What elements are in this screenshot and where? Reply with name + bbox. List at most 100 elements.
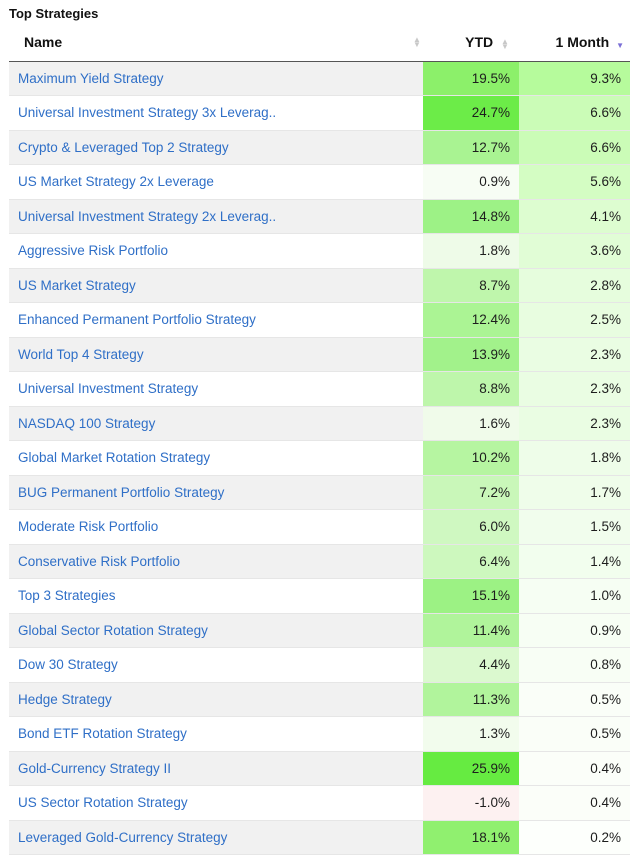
strategy-name-cell: Universal Investment Strategy 3x Leverag… xyxy=(9,95,423,131)
table-row: US Sector Rotation Strategy -1.0% 0.4% xyxy=(9,785,630,821)
one-month-value: 2.5% xyxy=(519,302,630,338)
strategy-link[interactable]: Conservative Risk Portfolio xyxy=(18,553,181,569)
table-row: Universal Investment Strategy 8.8% 2.3% xyxy=(9,371,630,407)
table-row: Universal Investment Strategy 3x Leverag… xyxy=(9,95,630,131)
strategy-name-cell: Conservative Risk Portfolio xyxy=(9,544,423,579)
column-header-ytd[interactable]: YTD ▲ ▼ xyxy=(423,24,519,62)
ytd-value: 15.1% xyxy=(423,578,519,614)
one-month-value: 1.8% xyxy=(519,440,630,476)
one-month-value: 6.6% xyxy=(519,130,630,165)
ytd-value: 11.4% xyxy=(423,613,519,648)
table-row: World Top 4 Strategy 13.9% 2.3% xyxy=(9,337,630,372)
strategy-link[interactable]: Aggressive Risk Portfolio xyxy=(18,243,169,259)
one-month-value: 6.6% xyxy=(519,95,630,131)
ytd-value: 11.3% xyxy=(423,682,519,717)
one-month-value: 0.8% xyxy=(519,647,630,683)
ytd-value: 7.2% xyxy=(423,475,519,510)
strategy-link[interactable]: Moderate Risk Portfolio xyxy=(18,519,159,535)
strategy-name-cell: BUG Permanent Portfolio Strategy xyxy=(9,475,423,510)
strategy-link[interactable]: World Top 4 Strategy xyxy=(18,346,144,362)
table-row: Maximum Yield Strategy 19.5% 9.3% xyxy=(9,61,630,96)
strategy-name-cell: Leveraged Gold-Currency Strategy xyxy=(9,820,423,855)
strategy-name-cell: Top 3 Strategies xyxy=(9,578,423,614)
strategy-link[interactable]: Top 3 Strategies xyxy=(18,588,116,604)
strategy-name-cell: Enhanced Permanent Portfolio Strategy xyxy=(9,302,423,338)
table-row: BUG Permanent Portfolio Strategy 7.2% 1.7% xyxy=(9,475,630,510)
one-month-value: 1.7% xyxy=(519,475,630,510)
one-month-value: 0.9% xyxy=(519,613,630,648)
strategy-link[interactable]: Universal Investment Strategy 3x Leverag… xyxy=(18,105,277,121)
one-month-value: 0.5% xyxy=(519,716,630,752)
table-row: Moderate Risk Portfolio 6.0% 1.5% xyxy=(9,509,630,545)
strategy-link[interactable]: Global Sector Rotation Strategy xyxy=(18,622,208,638)
ytd-value: 12.7% xyxy=(423,130,519,165)
strategy-link[interactable]: Bond ETF Rotation Strategy xyxy=(18,726,187,742)
one-month-value: 0.4% xyxy=(519,751,630,786)
ytd-value: 19.5% xyxy=(423,61,519,96)
strategy-link[interactable]: Leveraged Gold-Currency Strategy xyxy=(18,829,228,845)
column-header-1-month[interactable]: 1 Month ▼ xyxy=(519,24,630,62)
one-month-value: 5.6% xyxy=(519,164,630,200)
table-row: Dow 30 Strategy 4.4% 0.8% xyxy=(9,647,630,683)
one-month-value: 0.5% xyxy=(519,682,630,717)
strategy-name-cell: Moderate Risk Portfolio xyxy=(9,509,423,545)
column-header-name-label: Name xyxy=(24,34,63,51)
strategy-link[interactable]: US Sector Rotation Strategy xyxy=(18,795,188,811)
strategy-name-cell: Universal Investment Strategy 2x Leverag… xyxy=(9,199,423,234)
strategy-name-cell: Aggressive Risk Portfolio xyxy=(9,233,423,269)
table-row: Enhanced Permanent Portfolio Strategy 12.… xyxy=(9,302,630,338)
one-month-value: 3.6% xyxy=(519,233,630,269)
ytd-value: 10.2% xyxy=(423,440,519,476)
strategy-link[interactable]: Enhanced Permanent Portfolio Strategy xyxy=(18,312,256,328)
strategy-name-cell: US Market Strategy xyxy=(9,268,423,303)
one-month-value: 0.2% xyxy=(519,820,630,855)
strategy-link[interactable]: US Market Strategy xyxy=(18,277,136,293)
table-row: Universal Investment Strategy 2x Leverag… xyxy=(9,199,630,234)
one-month-value: 1.0% xyxy=(519,578,630,614)
one-month-value: 2.3% xyxy=(519,371,630,407)
one-month-value: 0.4% xyxy=(519,785,630,821)
ytd-value: -1.0% xyxy=(423,785,519,821)
strategy-name-cell: Bond ETF Rotation Strategy xyxy=(9,716,423,752)
ytd-value: 1.3% xyxy=(423,716,519,752)
strategy-name-cell: Dow 30 Strategy xyxy=(9,647,423,683)
strategy-link[interactable]: BUG Permanent Portfolio Strategy xyxy=(18,484,225,500)
table-row: Conservative Risk Portfolio 6.4% 1.4% xyxy=(9,544,630,579)
ytd-value: 12.4% xyxy=(423,302,519,338)
ytd-value: 1.6% xyxy=(423,406,519,441)
sort-both-icon: ▲ ▼ xyxy=(413,35,421,49)
ytd-value: 6.0% xyxy=(423,509,519,545)
strategy-link[interactable]: Global Market Rotation Strategy xyxy=(18,450,211,466)
strategy-link[interactable]: Universal Investment Strategy xyxy=(18,381,199,397)
strategy-link[interactable]: Dow 30 Strategy xyxy=(18,657,118,673)
column-header-1-month-label: 1 Month xyxy=(555,34,610,51)
ytd-value: 13.9% xyxy=(423,337,519,372)
ytd-value: 25.9% xyxy=(423,751,519,786)
table-row: Global Market Rotation Strategy 10.2% 1.8% xyxy=(9,440,630,476)
table-row: Gold-Currency Strategy II 25.9% 0.4% xyxy=(9,751,630,786)
ytd-value: 8.8% xyxy=(423,371,519,407)
strategy-link[interactable]: Gold-Currency Strategy II xyxy=(18,760,172,776)
ytd-value: 24.7% xyxy=(423,95,519,131)
strategy-name-cell: Global Market Rotation Strategy xyxy=(9,440,423,476)
strategy-link[interactable]: Universal Investment Strategy 2x Leverag… xyxy=(18,208,277,224)
ytd-value: 0.9% xyxy=(423,164,519,200)
section-title: Top Strategies xyxy=(9,6,99,21)
strategy-link[interactable]: Maximum Yield Strategy xyxy=(18,70,164,86)
table-row: Top 3 Strategies 15.1% 1.0% xyxy=(9,578,630,614)
strategy-link[interactable]: US Market Strategy 2x Leverage xyxy=(18,174,214,190)
strategy-name-cell: NASDAQ 100 Strategy xyxy=(9,406,423,441)
strategy-link[interactable]: NASDAQ 100 Strategy xyxy=(18,415,156,431)
table-row: US Market Strategy 8.7% 2.8% xyxy=(9,268,630,303)
table-row: Bond ETF Rotation Strategy 1.3% 0.5% xyxy=(9,716,630,752)
strategy-name-cell: Gold-Currency Strategy II xyxy=(9,751,423,786)
strategies-table: Name ▲ ▼ YTD ▲ ▼ 1 Month ▼ Maximum Yield S… xyxy=(9,24,630,855)
table-row: Crypto & Leveraged Top 2 Strategy 12.7% 6.… xyxy=(9,130,630,165)
strategy-name-cell: Maximum Yield Strategy xyxy=(9,61,423,96)
one-month-value: 4.1% xyxy=(519,199,630,234)
column-header-name[interactable]: Name ▲ ▼ xyxy=(9,24,423,62)
strategy-link[interactable]: Hedge Strategy xyxy=(18,691,112,707)
one-month-value: 2.8% xyxy=(519,268,630,303)
strategy-link[interactable]: Crypto & Leveraged Top 2 Strategy xyxy=(18,139,229,155)
strategy-name-cell: Universal Investment Strategy xyxy=(9,371,423,407)
